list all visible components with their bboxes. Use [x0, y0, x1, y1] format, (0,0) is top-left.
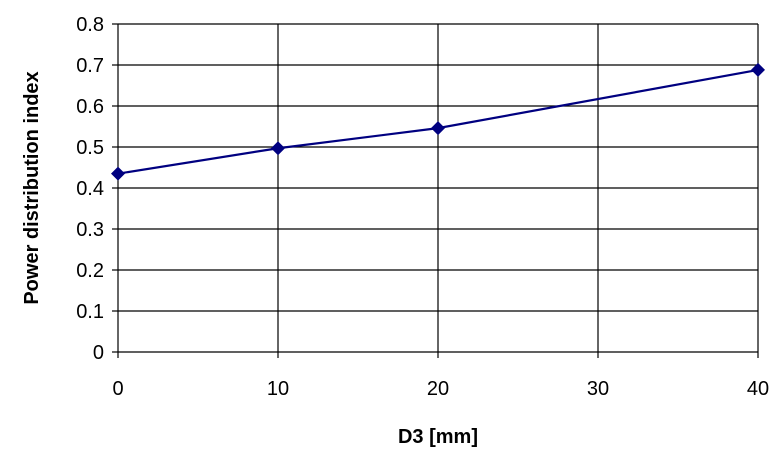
grid-lines — [112, 23, 759, 358]
x-tick-label: 30 — [587, 378, 609, 400]
y-tick-label: 0.5 — [76, 137, 104, 159]
x-axis-ticks: 0 10 20 30 40 — [112, 378, 769, 400]
y-tick-label: 0.3 — [76, 219, 104, 241]
x-tick-label: 20 — [427, 378, 449, 400]
x-axis-title: D3 [mm] — [398, 426, 478, 448]
y-axis-ticks: 0 0.1 0.2 0.3 0.4 0.5 0.6 0.7 0.8 — [76, 14, 104, 364]
y-tick-label: 0 — [93, 342, 104, 364]
y-tick-label: 0.7 — [76, 55, 104, 77]
y-tick-label: 0.2 — [76, 260, 104, 282]
series-line — [117, 68, 759, 175]
y-tick-label: 0.4 — [76, 178, 104, 200]
series-group — [111, 62, 765, 181]
y-tick-label: 0.6 — [76, 96, 104, 118]
data-point-marker — [431, 121, 445, 136]
y-tick-label: 0.8 — [76, 14, 104, 36]
x-tick-label: 0 — [112, 378, 123, 400]
data-point-marker — [111, 166, 125, 181]
x-tick-label: 40 — [747, 378, 769, 400]
y-axis-title: Power distribution index — [21, 71, 43, 304]
x-tick-label: 10 — [267, 378, 289, 400]
y-tick-label: 0.1 — [76, 301, 104, 323]
data-point-marker — [751, 62, 765, 77]
data-point-marker — [271, 141, 285, 156]
